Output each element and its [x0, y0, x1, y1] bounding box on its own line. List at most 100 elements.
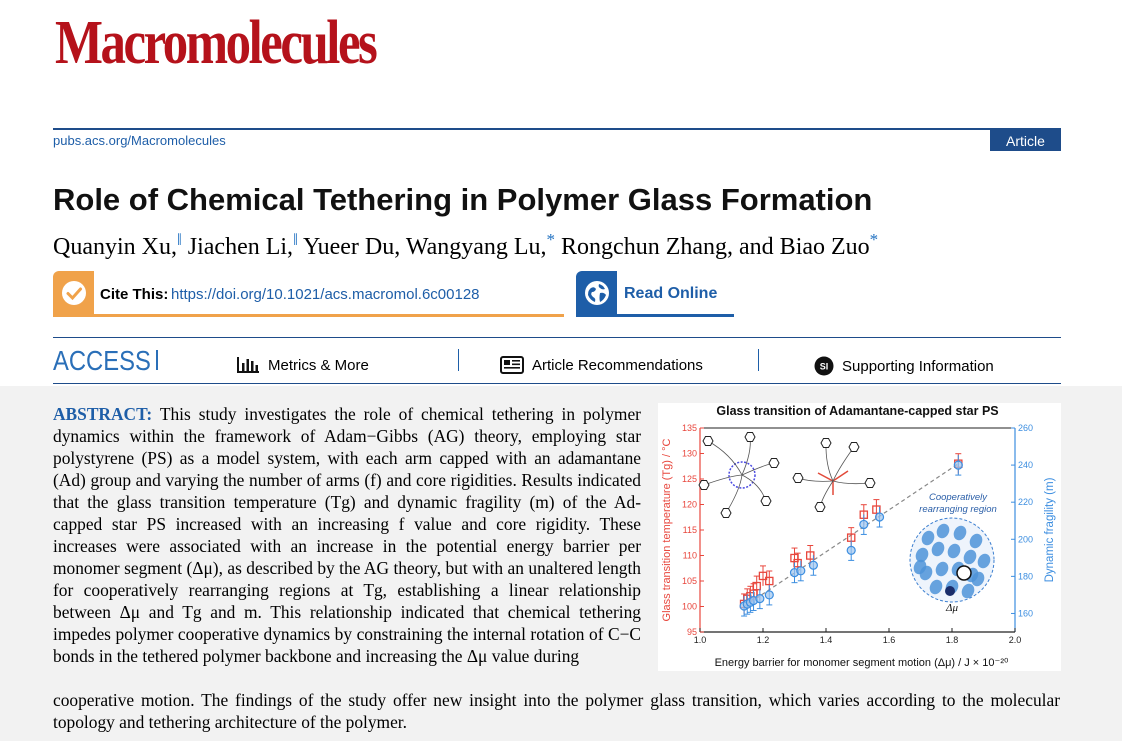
fragility-point — [764, 590, 774, 600]
tg-point — [752, 581, 761, 591]
abstract-paragraph-continued: cooperative motion. The findings of the … — [53, 690, 1060, 732]
polymer-arm-icon — [832, 480, 871, 485]
tg-point — [758, 571, 768, 581]
bar-chart-icon — [237, 357, 259, 373]
recommendations-button[interactable]: Article Recommendations — [500, 356, 703, 374]
tg-point — [765, 576, 774, 586]
polymer-arm-icon — [741, 462, 775, 476]
author-mark: * — [869, 230, 879, 249]
journal-url-link[interactable]: pubs.acs.org/Macromolecules — [53, 133, 226, 148]
author-name[interactable]: and Biao Zuo — [739, 234, 870, 260]
adamantane-cage-icon — [702, 436, 714, 446]
segment-blob-icon — [953, 525, 967, 541]
divider — [458, 349, 459, 371]
globe-icon — [576, 271, 617, 314]
journal-logo[interactable]: Macromolecules — [55, 9, 378, 77]
adamantane-cage-icon — [792, 473, 804, 483]
author-name[interactable]: Rongchun Zhang, — [561, 234, 734, 260]
polymer-arm-icon — [707, 440, 743, 476]
cite-this-box: Cite This: https://doi.org/10.1021/acs.m… — [53, 271, 564, 317]
segment-blob-icon — [969, 533, 983, 549]
author-name[interactable]: Jiachen Li, — [187, 234, 294, 260]
y-left-tick-label: 120 — [682, 500, 697, 510]
adamantane-cage-icon — [814, 502, 826, 512]
y-left-tick-label: 135 — [682, 423, 697, 433]
x-tick-label: 1.2 — [757, 635, 770, 645]
fragility-point — [874, 512, 885, 522]
supporting-info-button[interactable]: SI Supporting Information — [814, 356, 994, 376]
fragility-point — [755, 594, 765, 604]
y-right-tick-label: 180 — [1018, 571, 1033, 581]
fragility-point — [846, 545, 856, 555]
author-name[interactable]: Quanyin Xu, — [53, 234, 177, 260]
segment-blob-icon — [936, 523, 950, 539]
author-mark: * — [546, 230, 556, 249]
x-tick-label: 1.0 — [694, 635, 707, 645]
segment-blob-icon — [947, 543, 961, 559]
y-left-tick-label: 105 — [682, 576, 697, 586]
toc-chart: Glass transition of Adamantane-capped st… — [661, 404, 1056, 669]
doi-link[interactable]: https://doi.org/10.1021/acs.macromol.6c0… — [171, 286, 480, 303]
chart-title: Glass transition of Adamantane-capped st… — [716, 404, 998, 418]
read-online-button[interactable]: Read Online — [576, 271, 734, 317]
polymer-arm-icon — [741, 436, 751, 476]
segment-blob-icon — [977, 553, 991, 569]
segment-blob-icon — [915, 547, 929, 563]
dark-segment-icon — [945, 586, 955, 596]
author-name[interactable]: Yueer Du, — [302, 234, 401, 260]
x-tick-label: 1.8 — [946, 635, 959, 645]
x-tick-label: 1.6 — [883, 635, 896, 645]
y-left-tick-label: 115 — [683, 525, 697, 535]
y-right-tick-label: 260 — [1018, 423, 1033, 433]
rotation-indicator-icon — [956, 565, 972, 581]
adamantane-cage-icon — [768, 458, 780, 468]
access-rule-top — [53, 337, 1061, 338]
adamantane-cage-icon — [720, 508, 732, 518]
y-left-tick-label: 130 — [682, 449, 697, 459]
polymer-arm-icon — [725, 474, 743, 514]
inset-label: Δμ — [945, 602, 958, 614]
segment-blob-icon — [971, 571, 985, 587]
polymer-arm-icon — [825, 442, 834, 482]
author-list: Quanyin Xu,‖ Jiachen Li,‖ Yueer Du, Wang… — [53, 230, 878, 261]
recommendations-label: Article Recommendations — [532, 356, 703, 374]
adamantane-cage-icon — [760, 496, 772, 506]
abstract-paragraph: ABSTRACT: This study investigates the ro… — [53, 403, 641, 667]
metrics-button[interactable]: Metrics & More — [236, 356, 369, 374]
author-name[interactable]: Wangyang Lu, — [405, 234, 547, 260]
segment-blob-icon — [921, 530, 935, 546]
article-title: Role of Chemical Tethering in Polymer Gl… — [53, 182, 873, 217]
y-right-tick-label: 220 — [1018, 497, 1033, 507]
article-type-badge: Article — [990, 130, 1061, 151]
y-right-axis-label: Dynamic fragility (m) — [1044, 477, 1056, 582]
polymer-arm-icon — [703, 474, 743, 486]
metrics-label: Metrics & More — [268, 356, 369, 374]
y-left-tick-label: 95 — [687, 627, 697, 637]
y-left-tick-label: 100 — [682, 602, 697, 612]
read-online-label: Read Online — [624, 285, 718, 302]
toc-graphic: Glass transition of Adamantane-capped st… — [658, 403, 1061, 671]
fragility-point — [953, 460, 963, 470]
cite-this-label: Cite This: — [100, 286, 169, 303]
divider — [758, 349, 759, 371]
adamantane-cage-icon — [698, 480, 710, 490]
segment-blob-icon — [961, 583, 975, 599]
adamantane-cage-icon — [848, 442, 860, 452]
si-badge-text: SI — [820, 362, 829, 372]
access-separator — [156, 350, 158, 370]
y-right-tick-label: 240 — [1018, 460, 1033, 470]
author-mark: ‖ — [176, 230, 182, 249]
abstract-heading: ABSTRACT: — [53, 404, 153, 424]
fragility-point — [808, 560, 818, 570]
supporting-info-label: Supporting Information — [842, 357, 994, 375]
abstract-body-part1: This study investigates the role of chem… — [53, 404, 641, 666]
si-badge-icon: SI — [814, 356, 834, 376]
header-rule — [53, 128, 1061, 130]
y-left-axis-label: Glass transition temperature (Tg) / °C — [661, 438, 673, 621]
access-label: ACCESS — [53, 345, 151, 376]
adamantane-cage-icon — [864, 478, 876, 488]
polymer-arm-icon — [832, 446, 855, 482]
segment-blob-icon — [963, 549, 977, 565]
check-circle-icon — [53, 271, 94, 314]
fragility-point — [796, 566, 806, 576]
